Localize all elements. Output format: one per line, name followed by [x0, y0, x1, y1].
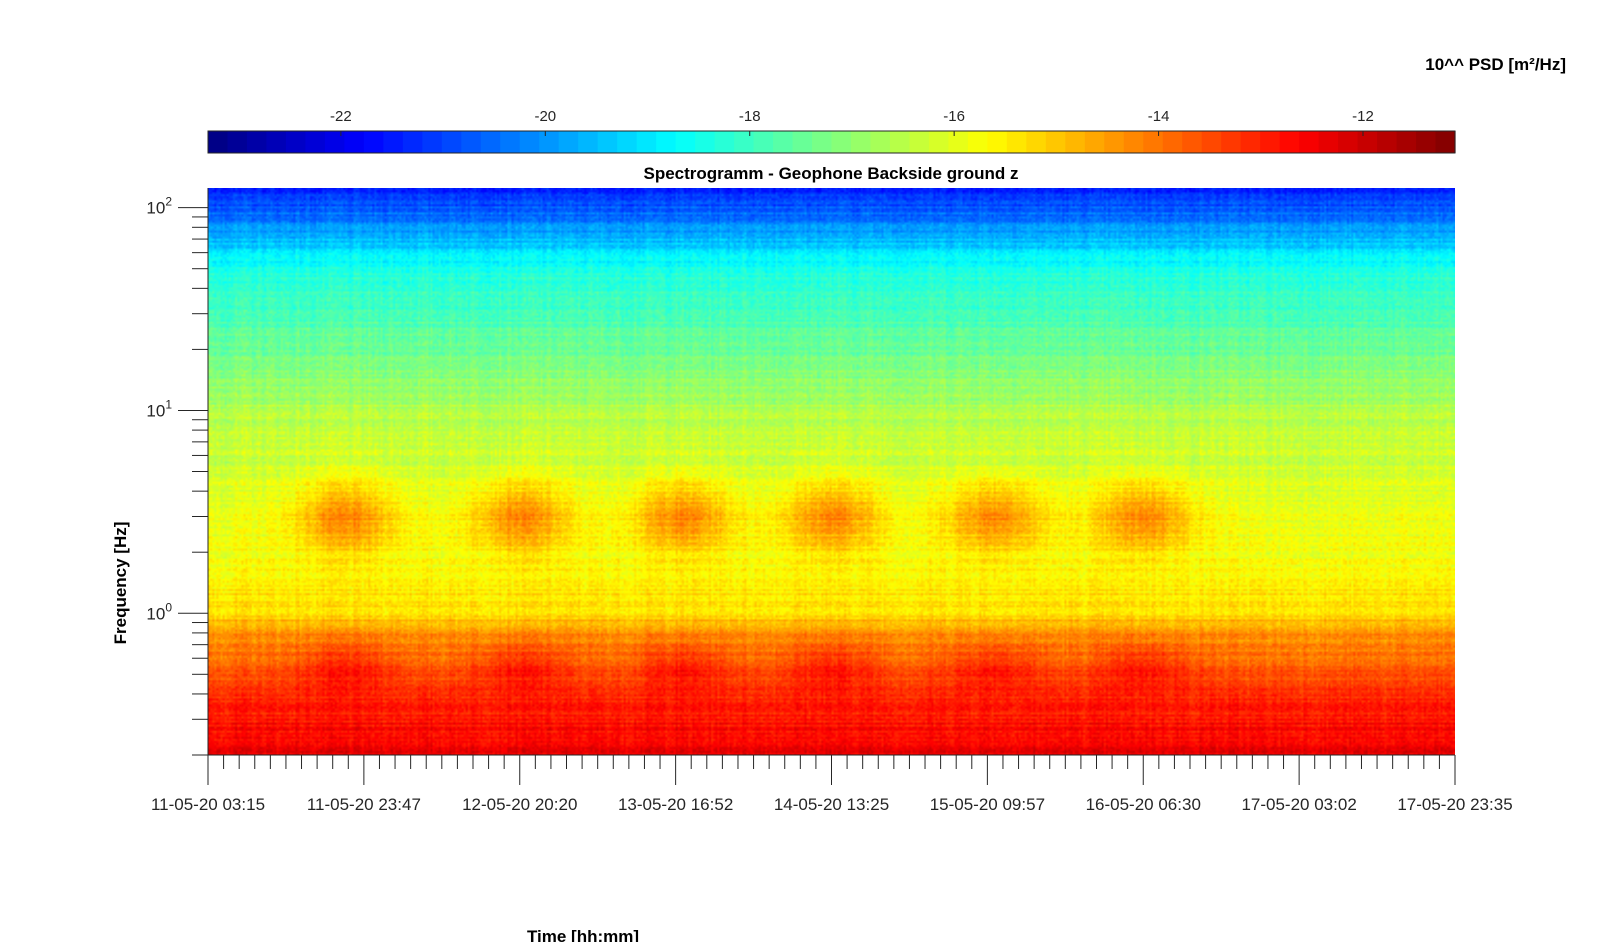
colorbar-cell — [1318, 131, 1339, 153]
colorbar-cell — [597, 131, 618, 153]
colorbar-cell — [1240, 131, 1261, 153]
colorbar-cell — [1104, 131, 1125, 153]
colorbar-cell — [695, 131, 716, 153]
y-axis-label: Frequency [Hz] — [111, 522, 130, 645]
colorbar-cell — [402, 131, 423, 153]
x-tick-label: 14-05-20 13:25 — [774, 795, 889, 814]
x-tick-label: 17-05-20 23:35 — [1397, 795, 1512, 814]
colorbar-cell — [539, 131, 560, 153]
colorbar-cell — [1026, 131, 1047, 153]
colorbar-cell — [480, 131, 501, 153]
colorbar-cell — [1416, 131, 1437, 153]
colorbar-tick-label: -16 — [943, 108, 965, 125]
colorbar-cell — [246, 131, 268, 153]
spectrogram-image — [208, 188, 1455, 755]
colorbar-cell — [441, 131, 462, 153]
colorbar-tick-label: -14 — [1148, 108, 1170, 125]
colorbar-cell — [227, 131, 248, 153]
colorbar-cell — [1357, 131, 1378, 153]
colorbar-cell — [889, 131, 911, 153]
colorbar-cell — [812, 131, 833, 153]
colorbar-cell — [1435, 131, 1456, 153]
x-tick-label: 11-05-20 03:15 — [151, 795, 265, 814]
colorbar-cell — [909, 131, 930, 153]
colorbar-cell — [656, 131, 677, 153]
colorbar-cell — [617, 131, 638, 153]
colorbar-tick-label: -20 — [534, 108, 556, 125]
colorbar-cell — [1201, 131, 1222, 153]
colorbar-tick-label: -22 — [330, 108, 352, 125]
colorbar: -22 -20 -18 -16 -14 -12 — [207, 108, 1456, 154]
colorbar-cell — [1299, 131, 1320, 153]
colorbar-cell — [519, 131, 540, 153]
x-tick-label: 12-05-20 20:20 — [462, 795, 577, 814]
colorbar-frame — [207, 130, 1456, 154]
x-axis-label: Time [hh:mm] — [527, 927, 639, 942]
colorbar-gradient — [208, 131, 1456, 153]
x-tick-label: 16-05-20 06:30 — [1086, 795, 1201, 814]
colorbar-cell — [948, 131, 969, 153]
colorbar-cell — [773, 131, 794, 153]
colorbar-cell — [1377, 131, 1398, 153]
colorbar-cell — [266, 131, 287, 153]
plot-area — [208, 188, 1455, 755]
x-tick-label: 11-05-20 23:47 — [307, 795, 421, 814]
colorbar-ticks: -22 -20 -18 -16 -14 -12 — [330, 108, 1374, 136]
colorbar-cell — [305, 131, 326, 153]
colorbar-cell — [1143, 131, 1164, 153]
y-tick-label: 102 — [146, 195, 172, 218]
colorbar-cell — [967, 131, 988, 153]
colorbar-cell — [1162, 131, 1183, 153]
colorbar-unit-label: 10^^ PSD [m²/Hz] — [1425, 55, 1566, 74]
x-tick-label: 13-05-20 16:52 — [618, 795, 733, 814]
x-tick-label: 15-05-20 09:57 — [930, 795, 1045, 814]
colorbar-cell — [1396, 131, 1417, 153]
x-axis: 11-05-20 03:15 11-05-20 23:47 12-05-20 20:… — [151, 754, 1513, 814]
colorbar-cell — [500, 131, 521, 153]
y-tick-label: 101 — [146, 397, 172, 420]
colorbar-cell — [1123, 131, 1144, 153]
colorbar-cell — [1338, 131, 1359, 153]
colorbar-cell — [831, 131, 852, 153]
colorbar-cell — [636, 131, 657, 153]
colorbar-cell — [208, 131, 229, 153]
colorbar-tick-label: -12 — [1352, 108, 1374, 125]
colorbar-cell — [1260, 131, 1281, 153]
colorbar-cell — [850, 131, 872, 153]
colorbar-cell — [1045, 131, 1066, 153]
colorbar-cell — [1084, 131, 1105, 153]
colorbar-cell — [383, 131, 404, 153]
colorbar-cell — [344, 131, 365, 153]
colorbar-cell — [285, 131, 307, 153]
y-axis: 100 101 102 — [146, 188, 209, 756]
colorbar-cell — [1221, 131, 1242, 153]
colorbar-cell — [558, 131, 579, 153]
colorbar-cell — [1182, 131, 1203, 153]
colorbar-cell — [1065, 131, 1086, 153]
chart-title: Spectrogramm - Geophone Backside ground … — [643, 164, 1018, 183]
x-tick-label: 17-05-20 03:02 — [1241, 795, 1356, 814]
colorbar-cell — [870, 131, 891, 153]
colorbar-tick-label: -18 — [739, 108, 761, 125]
colorbar-cell — [792, 131, 813, 153]
colorbar-cell — [714, 131, 735, 153]
colorbar-cell — [363, 131, 384, 153]
colorbar-cell — [1279, 131, 1300, 153]
colorbar-cell — [928, 131, 950, 153]
colorbar-cell — [1006, 131, 1027, 153]
colorbar-cell — [734, 131, 755, 153]
colorbar-cell — [578, 131, 599, 153]
y-tick-label: 100 — [146, 600, 172, 623]
colorbar-cell — [987, 131, 1008, 153]
colorbar-cell — [675, 131, 696, 153]
colorbar-cell — [422, 131, 443, 153]
colorbar-cell — [324, 131, 345, 153]
colorbar-cell — [753, 131, 774, 153]
colorbar-cell — [461, 131, 482, 153]
